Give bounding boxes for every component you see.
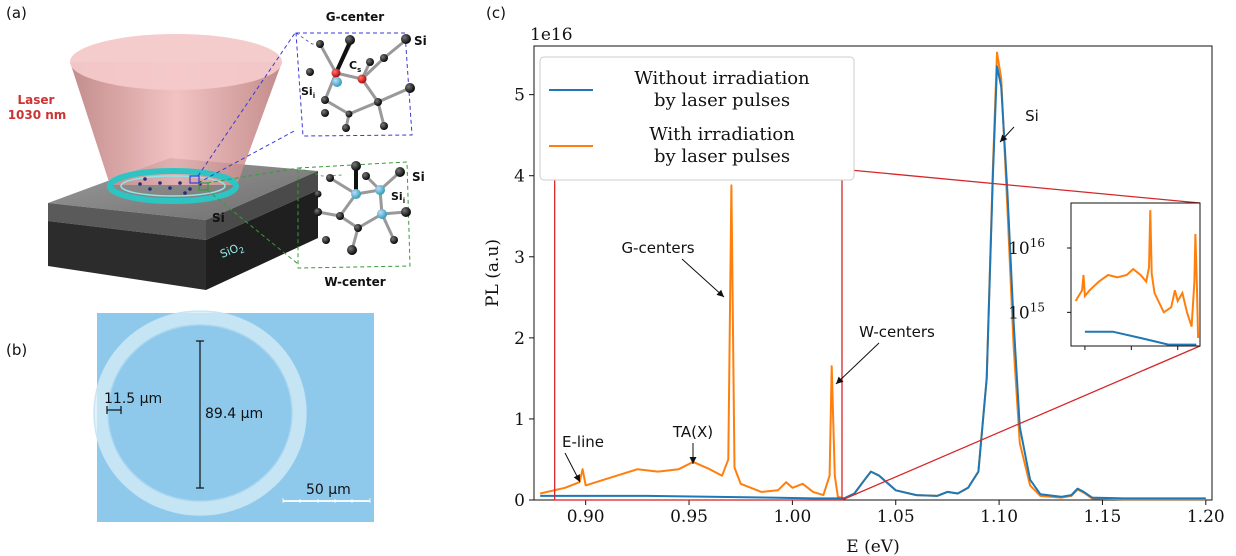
legend-frame xyxy=(539,56,855,181)
sio2-layer-front xyxy=(48,221,206,290)
annotation-label: G-centers xyxy=(621,239,694,257)
x-tick-label: 0.95 xyxy=(670,507,708,527)
panel-label-b: (b) xyxy=(6,341,28,359)
x-tick-label: 0.90 xyxy=(567,507,605,527)
y-tick-label: 4 xyxy=(514,167,525,187)
y-axis-label: PL (a.u) xyxy=(483,239,503,307)
series-line xyxy=(540,65,1206,500)
w-center-si-label: Si xyxy=(412,170,425,184)
legend-label: Without irradiation xyxy=(634,68,810,89)
g-zoom-marker xyxy=(189,175,200,184)
ring-resonator xyxy=(107,168,239,204)
annotation-label: TA(X) xyxy=(672,423,713,441)
si-layer-side xyxy=(206,171,318,240)
annotation-arrowhead xyxy=(716,289,724,297)
diameter-label: 89.4 µm xyxy=(205,406,263,422)
panel-b: 89.4 µm 11.5 µm 50 µm xyxy=(93,310,374,522)
g-center-cs-label: Cs xyxy=(349,59,361,74)
g-center-si-label: Si xyxy=(414,34,427,48)
x-tick-label: 1.20 xyxy=(1187,507,1225,527)
y-tick-label: 5 xyxy=(514,86,525,106)
laser-beam-top xyxy=(70,34,282,90)
inset-series-line xyxy=(1074,210,1200,339)
annotation-arrow xyxy=(835,342,880,385)
annotation-arrowhead xyxy=(836,376,844,384)
y-tick-label: 2 xyxy=(514,329,525,349)
zoom-connector xyxy=(841,345,1201,501)
x-tick-label: 1.05 xyxy=(877,507,915,527)
panel-a: Laser 1030 nm Si SiO2 xyxy=(8,10,427,290)
width-label: 11.5 µm xyxy=(104,391,162,407)
y-offset-text: 1e16 xyxy=(530,25,573,45)
ring-inner xyxy=(120,175,226,197)
si-layer-front xyxy=(48,203,206,240)
zoom-connector xyxy=(841,168,1201,204)
legend-label: by laser pulses xyxy=(654,146,790,167)
x-tick-label: 1.00 xyxy=(773,507,811,527)
plot-frame xyxy=(533,45,1213,501)
x-tick-label: 1.10 xyxy=(980,507,1018,527)
annotation-arrowhead xyxy=(689,457,697,464)
ring-outer-edge xyxy=(94,311,306,515)
annotation-arrowhead xyxy=(573,474,580,482)
legend-label: by laser pulses xyxy=(654,90,790,111)
g-center-box: G-center Si Cs Sii xyxy=(197,10,427,184)
inset-series-line xyxy=(1084,330,1197,346)
inset-y-tick-label: 1015 xyxy=(1008,300,1045,323)
annotation-arrowhead xyxy=(1000,134,1008,142)
laser-label: Laser xyxy=(18,93,55,107)
w-center-box: W-center Si Sii xyxy=(206,161,425,289)
panel-label-a: (a) xyxy=(6,4,27,22)
w-zoom-marker xyxy=(198,182,209,191)
annotation-label: W-centers xyxy=(859,323,935,341)
x-axis-label: E (eV) xyxy=(846,537,899,556)
si-chip-top xyxy=(48,158,318,220)
y-tick-label: 3 xyxy=(514,248,525,268)
defect-dots xyxy=(138,177,202,195)
pl-chart: 0.90 0.95 1.00 1.05 1.10 1.15 1.20 0 1 2 3 4 5 E (eV)… xyxy=(483,25,1225,556)
y-tick-label: 0 xyxy=(514,491,525,511)
g-center-title: G-center xyxy=(326,10,385,24)
x-tick-label: 1.15 xyxy=(1084,507,1122,527)
w-center-sii-label: Sii xyxy=(391,190,405,205)
laser-beam xyxy=(70,62,282,185)
y-tick-label: 1 xyxy=(514,410,525,430)
inset-y-tick-label: 1016 xyxy=(1008,236,1045,259)
laser-wavelength: 1030 nm xyxy=(8,108,67,122)
w-center-title: W-center xyxy=(324,275,385,289)
inset-frame xyxy=(1070,202,1201,347)
scale-bar-label: 50 µm xyxy=(306,482,351,498)
ring-outer-line xyxy=(93,310,307,516)
g-center-sii-label: Sii xyxy=(301,85,315,100)
ring-inner-line xyxy=(107,324,293,502)
annotation-label: Si xyxy=(1025,107,1039,125)
legend-label: With irradiation xyxy=(649,124,795,145)
si-layer-label: Si xyxy=(212,211,225,225)
annotation-label: E-line xyxy=(562,433,604,451)
annotation-arrow xyxy=(681,258,725,298)
panel-label-c: (c) xyxy=(486,4,506,22)
sio2-layer-side xyxy=(206,190,318,290)
